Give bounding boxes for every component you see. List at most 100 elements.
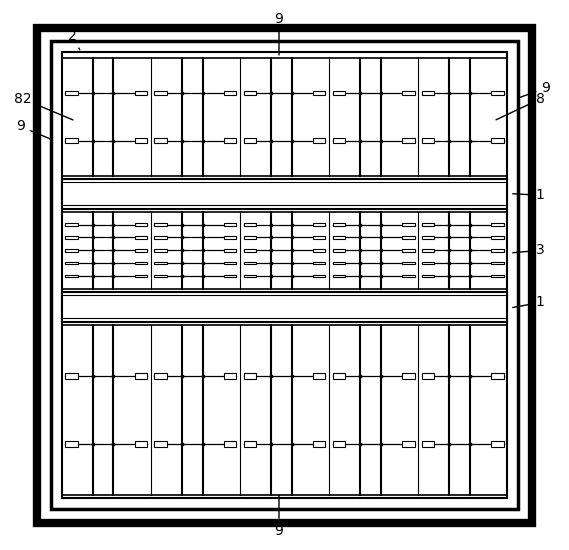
Bar — [491, 91, 504, 95]
Bar — [65, 139, 78, 142]
Bar — [224, 441, 236, 447]
Bar — [65, 236, 78, 239]
Text: 1: 1 — [513, 295, 545, 310]
Bar — [402, 236, 415, 239]
Bar — [154, 223, 167, 226]
Bar — [491, 373, 504, 378]
Bar — [65, 373, 78, 378]
Bar — [333, 223, 345, 226]
Bar — [65, 262, 78, 265]
Bar — [135, 139, 147, 142]
Text: 3: 3 — [513, 243, 545, 257]
Bar — [62, 292, 507, 322]
Bar — [135, 262, 147, 265]
Bar — [422, 373, 434, 378]
Bar — [402, 91, 415, 95]
Bar — [491, 223, 504, 226]
Bar — [65, 249, 78, 251]
Bar — [62, 179, 507, 209]
Bar — [244, 139, 256, 142]
Text: 2: 2 — [68, 29, 80, 50]
Bar — [333, 139, 345, 142]
Bar — [65, 223, 78, 226]
Bar — [244, 373, 256, 378]
Bar — [135, 373, 147, 378]
Bar — [65, 91, 78, 95]
Bar — [244, 274, 256, 277]
Bar — [244, 223, 256, 226]
Bar — [422, 441, 434, 447]
Bar — [154, 373, 167, 378]
Bar — [333, 249, 345, 251]
Text: 8: 8 — [496, 92, 545, 120]
Bar — [491, 262, 504, 265]
Bar — [313, 139, 325, 142]
Bar — [402, 441, 415, 447]
Bar — [313, 249, 325, 251]
Bar — [244, 91, 256, 95]
Bar — [333, 91, 345, 95]
Bar — [154, 236, 167, 239]
Bar — [491, 139, 504, 142]
Bar — [422, 262, 434, 265]
Bar — [135, 441, 147, 447]
Bar — [333, 262, 345, 265]
Bar — [154, 249, 167, 251]
Bar — [135, 249, 147, 251]
Text: 1: 1 — [513, 188, 545, 202]
Bar — [224, 262, 236, 265]
Bar — [154, 91, 167, 95]
Bar — [402, 249, 415, 251]
Bar — [224, 139, 236, 142]
Bar — [313, 262, 325, 265]
Bar — [154, 262, 167, 265]
Bar — [313, 236, 325, 239]
Bar — [65, 441, 78, 447]
Bar — [224, 236, 236, 239]
Bar — [224, 223, 236, 226]
Bar — [244, 441, 256, 447]
Bar — [244, 249, 256, 251]
Bar — [135, 274, 147, 277]
Bar — [65, 274, 78, 277]
Bar — [313, 373, 325, 378]
Bar — [244, 236, 256, 239]
Bar — [313, 274, 325, 277]
Bar — [422, 139, 434, 142]
Bar — [244, 262, 256, 265]
Bar — [313, 441, 325, 447]
Text: 82: 82 — [14, 92, 73, 120]
Bar — [422, 91, 434, 95]
Bar — [135, 91, 147, 95]
Bar — [154, 139, 167, 142]
Bar — [402, 373, 415, 378]
Bar — [224, 91, 236, 95]
Bar — [402, 139, 415, 142]
Bar — [313, 91, 325, 95]
Text: 9: 9 — [518, 81, 550, 98]
Bar — [402, 262, 415, 265]
Bar — [51, 41, 518, 509]
Bar — [154, 274, 167, 277]
Text: 9: 9 — [275, 495, 283, 538]
Bar — [422, 274, 434, 277]
Bar — [224, 274, 236, 277]
Bar — [491, 441, 504, 447]
Bar — [491, 249, 504, 251]
Bar — [422, 223, 434, 226]
Bar — [333, 236, 345, 239]
Bar — [224, 373, 236, 378]
Bar — [313, 223, 325, 226]
Text: 9: 9 — [275, 12, 283, 55]
Bar — [402, 223, 415, 226]
Bar — [333, 274, 345, 277]
Bar — [402, 274, 415, 277]
Bar — [333, 373, 345, 378]
Bar — [491, 274, 504, 277]
Bar — [135, 223, 147, 226]
Bar — [224, 249, 236, 251]
Bar — [422, 249, 434, 251]
Bar — [333, 441, 345, 447]
Text: 9: 9 — [16, 119, 51, 139]
Bar — [62, 52, 507, 498]
